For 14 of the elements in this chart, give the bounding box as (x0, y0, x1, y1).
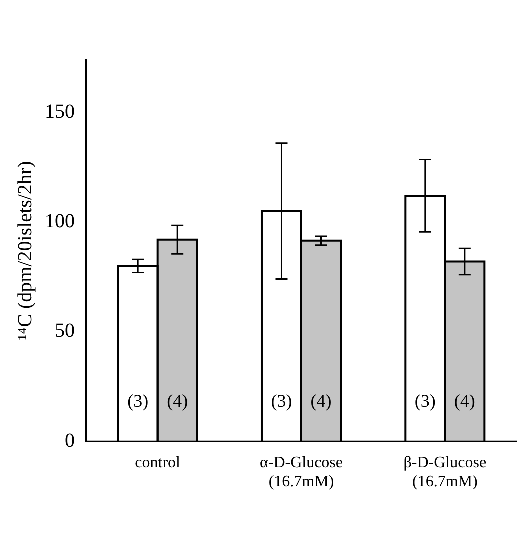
annotation: (3) (271, 390, 292, 411)
annotation: (3) (414, 390, 436, 411)
x-tick-label: α-D-Glucose (16.7mM) (260, 454, 344, 491)
y-tick-label: 50 (55, 320, 75, 342)
y-axis-title: ¹⁴C (dpm/20islets/2hr) (14, 161, 36, 340)
y-tick-label: 0 (65, 430, 75, 452)
annotation: (3) (128, 390, 149, 411)
y-tick-label: 100 (45, 210, 75, 233)
x-tick-label: control (135, 454, 182, 472)
x-tick-label: β-D-Glucose (16.7mM) (404, 454, 487, 491)
annotation: (4) (454, 390, 476, 411)
annotation: (4) (167, 390, 188, 411)
y-tick-label: 150 (45, 100, 75, 123)
annotation: (4) (310, 390, 332, 411)
